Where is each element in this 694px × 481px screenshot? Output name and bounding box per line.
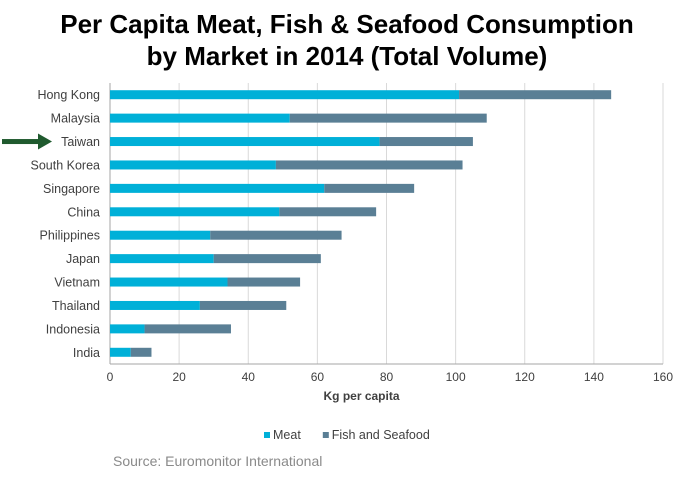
- bar-vietnam-meat: [110, 277, 228, 287]
- arrow-head: [38, 133, 52, 150]
- x-tick-labels: 0 20 40 60 80 100 120 140 160: [107, 370, 674, 384]
- bar-india-meat: [110, 347, 131, 357]
- bar-thailand-meat: [110, 300, 200, 310]
- bar-south-korea-fish-and-seafood: [275, 160, 463, 170]
- x-tick-label-60: 60: [311, 370, 325, 384]
- category-label-taiwan: Taiwan: [61, 135, 100, 149]
- legend: Meat Fish and Seafood: [264, 428, 430, 442]
- bar-vietnam-fish-and-seafood: [227, 277, 301, 287]
- category-labels: Hong Kong Malaysia Taiwan South Korea Singap…: [31, 88, 101, 360]
- category-label-south-korea: South Korea: [31, 158, 101, 172]
- bar-china-meat: [110, 207, 280, 217]
- bar-philippines-fish-and-seafood: [210, 230, 342, 240]
- bar-japan-fish-and-seafood: [213, 254, 321, 264]
- bar-indonesia-meat: [110, 324, 145, 334]
- category-label-indonesia: Indonesia: [46, 322, 100, 336]
- bar-japan-meat: [110, 254, 214, 264]
- chart-title-line-2: by Market in 2014 (Total Volume): [146, 41, 548, 71]
- bar-south-korea-meat: [110, 160, 276, 170]
- bar-hong-kong-meat: [110, 90, 460, 100]
- bar-hong-kong-fish-and-seafood: [459, 90, 612, 100]
- category-label-india: India: [73, 346, 100, 360]
- bars: [110, 90, 612, 357]
- chart-title: Per Capita Meat, Fish & Seafood Consumpt…: [0, 8, 694, 72]
- bar-malaysia-fish-and-seafood: [289, 113, 487, 123]
- bar-singapore-meat: [110, 183, 325, 193]
- category-label-thailand: Thailand: [52, 299, 100, 313]
- source-note: Source: Euromonitor International: [113, 453, 323, 469]
- legend-label-meat: Meat: [273, 428, 301, 442]
- bar-indonesia-fish-and-seafood: [144, 324, 231, 334]
- gridlines: [109, 83, 664, 365]
- x-tick-label-20: 20: [172, 370, 186, 384]
- legend-label-fish-and-seafood: Fish and Seafood: [332, 428, 430, 442]
- bar-taiwan-meat: [110, 137, 380, 147]
- legend-swatch-fish-and-seafood: [322, 432, 329, 438]
- category-label-singapore: Singapore: [43, 182, 100, 196]
- category-label-japan: Japan: [66, 252, 100, 266]
- category-label-malaysia: Malaysia: [51, 112, 100, 126]
- bar-thailand-fish-and-seafood: [199, 300, 287, 310]
- highlight-arrow: [2, 133, 52, 150]
- x-tick-label-100: 100: [446, 370, 466, 384]
- category-label-vietnam: Vietnam: [54, 276, 100, 290]
- x-tick-label-0: 0: [107, 370, 114, 384]
- x-tick-label-120: 120: [515, 370, 535, 384]
- bar-india-fish-and-seafood: [130, 347, 152, 357]
- category-label-philippines: Philippines: [40, 229, 100, 243]
- bar-malaysia-meat: [110, 113, 290, 123]
- bar-singapore-fish-and-seafood: [324, 183, 415, 193]
- x-tick-label-40: 40: [242, 370, 256, 384]
- category-label-hong-kong: Hong Kong: [37, 88, 100, 102]
- x-tick-label-160: 160: [653, 370, 673, 384]
- x-axis-title: Kg per capita: [323, 389, 399, 403]
- category-label-china: China: [67, 205, 100, 219]
- x-tick-label-140: 140: [584, 370, 604, 384]
- chart-title-line-1: Per Capita Meat, Fish & Seafood Consumpt…: [60, 9, 634, 39]
- bar-china-fish-and-seafood: [279, 207, 377, 217]
- bar-philippines-meat: [110, 230, 211, 240]
- x-tick-label-80: 80: [380, 370, 394, 384]
- bar-taiwan-fish-and-seafood: [379, 137, 473, 147]
- arrow-shaft: [2, 139, 40, 145]
- legend-swatch-meat: [264, 432, 270, 438]
